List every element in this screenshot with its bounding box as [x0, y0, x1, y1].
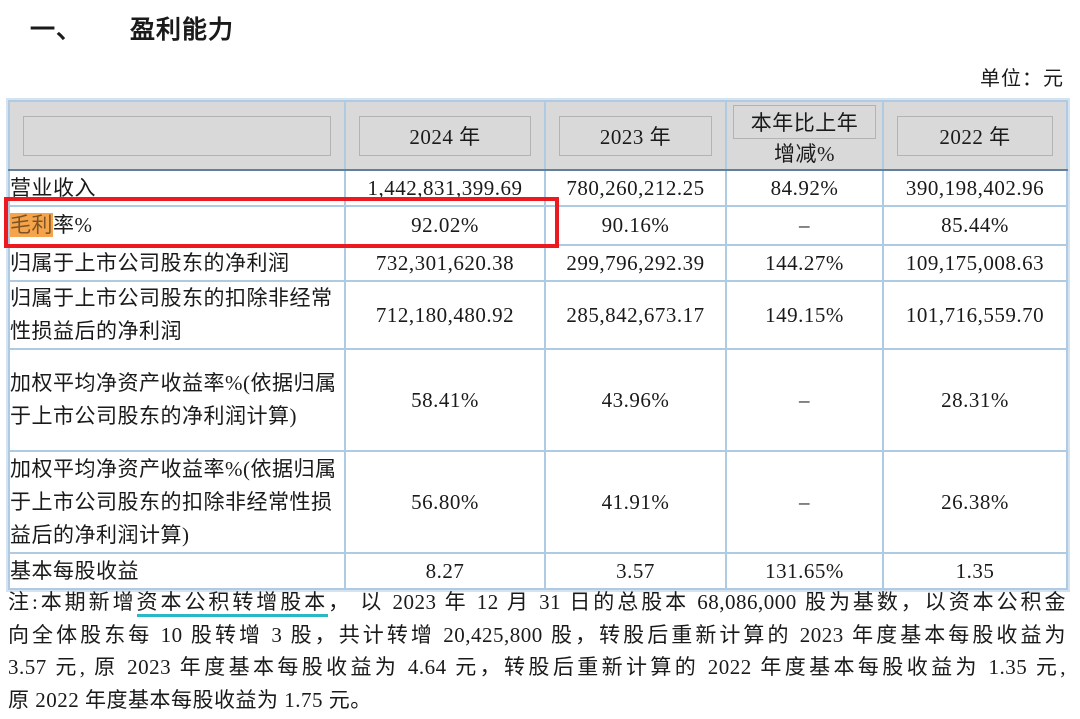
- header-inner-box: 2024 年: [359, 115, 531, 156]
- cell-2022: 1.35: [882, 552, 1068, 590]
- cell-2023: 90.16%: [544, 205, 727, 246]
- header-change: 本年比上年 增减%: [725, 100, 884, 171]
- cell-change: 84.92%: [725, 169, 884, 207]
- header-inner-box: 2023 年: [559, 115, 712, 156]
- cell-2024: 56.80%: [344, 450, 546, 554]
- table-row-gross-margin: 毛利率% 92.02% 90.16% – 85.44%: [8, 205, 1068, 246]
- table-row-weighted-roe: 加权平均净资产收益率%(依据归属于上市公司股东的净利润计算) 58.41% 43…: [8, 348, 1068, 452]
- profitability-table: 2024 年 2023 年 本年比上年 增减% 2022 年 营业收入 1,44…: [6, 98, 1070, 592]
- header-inner-box: 本年比上年: [733, 105, 876, 139]
- row-label: 归属于上市公司股东的净利润: [8, 244, 346, 282]
- cell-2022: 109,175,008.63: [882, 244, 1068, 282]
- cell-2023: 299,796,292.39: [544, 244, 727, 282]
- row-label: 营业收入: [8, 169, 346, 207]
- cell-2022: 390,198,402.96: [882, 169, 1068, 207]
- footnote-line: 向全体股东每 10 股转增 3 股，共计转增 20,425,800 股，转股后重…: [8, 622, 1066, 647]
- row-label-rest: 率%: [53, 213, 93, 237]
- cyan-underlined-text: 资本公积转增股本: [136, 590, 329, 617]
- header-2023: 2023 年: [544, 100, 727, 171]
- cell-2024: 712,180,480.92: [344, 280, 546, 350]
- cell-change: 131.65%: [725, 552, 884, 590]
- header-change-line2: 增减%: [774, 142, 835, 166]
- footnote-line: 原 2022 年度基本每股收益为 1.75 元。: [8, 687, 372, 712]
- table-header-row: 2024 年 2023 年 本年比上年 增减% 2022 年: [8, 100, 1068, 171]
- table-row-revenue: 营业收入 1,442,831,399.69 780,260,212.25 84.…: [8, 169, 1068, 207]
- cell-2022: 85.44%: [882, 205, 1068, 246]
- footnote-prefix: 注:本期新增: [8, 590, 137, 614]
- footnote-line: 注:本期新增资本公积转增股本， 以 2023 年 12 月 31 日的总股本 6…: [8, 586, 1066, 619]
- table-row-weighted-roe-deducted: 加权平均净资产收益率%(依据归属于上市公司股东的扣除非经常性损益后的净利润计算)…: [8, 450, 1068, 554]
- cell-2023: 285,842,673.17: [544, 280, 727, 350]
- row-label: 基本每股收益: [8, 552, 346, 590]
- page-title: 一、 盈利能力: [30, 10, 234, 46]
- footnote: 注:本期新增资本公积转增股本， 以 2023 年 12 月 31 日的总股本 6…: [8, 586, 1066, 716]
- row-label: 加权平均净资产收益率%(依据归属于上市公司股东的扣除非经常性损益后的净利润计算): [8, 450, 346, 554]
- cell-2023: 43.96%: [544, 348, 727, 452]
- unit-label: 单位：元: [980, 68, 1064, 90]
- footnote-line1-rest: ， 以 2023 年 12 月 31 日的总股本 68,086,000 股为基数…: [328, 590, 1067, 614]
- table-row-eps: 基本每股收益 8.27 3.57 131.65% 1.35: [8, 552, 1068, 590]
- footnote-line: 3.57 元, 原 2023 年度基本每股收益为 4.64 元，转股后重新计算的…: [8, 655, 1066, 679]
- header-2024: 2024 年: [344, 100, 546, 171]
- title-text: 盈利能力: [129, 16, 234, 44]
- header-inner-box: [23, 115, 331, 156]
- cell-2023: 3.57: [544, 552, 727, 590]
- cell-change: –: [725, 348, 884, 452]
- table-row-deducted-net-profit: 归属于上市公司股东的扣除非经常性损益后的净利润 712,180,480.92 2…: [8, 280, 1068, 350]
- cell-change: –: [725, 450, 884, 554]
- cell-2022: 101,716,559.70: [882, 280, 1068, 350]
- table-row-net-profit: 归属于上市公司股东的净利润 732,301,620.38 299,796,292…: [8, 244, 1068, 282]
- cell-change: –: [725, 205, 884, 246]
- cell-change: 144.27%: [725, 244, 884, 282]
- header-inner-box: 2022 年: [897, 115, 1053, 156]
- highlighted-gross-margin-text: 毛利: [10, 213, 53, 237]
- cell-2024: 1,442,831,399.69: [344, 169, 546, 207]
- cell-2024: 58.41%: [344, 348, 546, 452]
- row-label: 归属于上市公司股东的扣除非经常性损益后的净利润: [8, 280, 346, 350]
- header-2022: 2022 年: [882, 100, 1068, 171]
- cell-2023: 780,260,212.25: [544, 169, 727, 207]
- cell-2022: 26.38%: [882, 450, 1068, 554]
- cell-2024: 732,301,620.38: [344, 244, 546, 282]
- row-label: 加权平均净资产收益率%(依据归属于上市公司股东的净利润计算): [8, 348, 346, 452]
- cell-change: 149.15%: [725, 280, 884, 350]
- header-empty: [8, 100, 346, 171]
- cell-2023: 41.91%: [544, 450, 727, 554]
- cell-2022: 28.31%: [882, 348, 1068, 452]
- title-number: 一、: [30, 16, 83, 44]
- cell-2024: 92.02%: [344, 205, 546, 246]
- cell-2024: 8.27: [344, 552, 546, 590]
- row-label: 毛利率%: [8, 205, 346, 246]
